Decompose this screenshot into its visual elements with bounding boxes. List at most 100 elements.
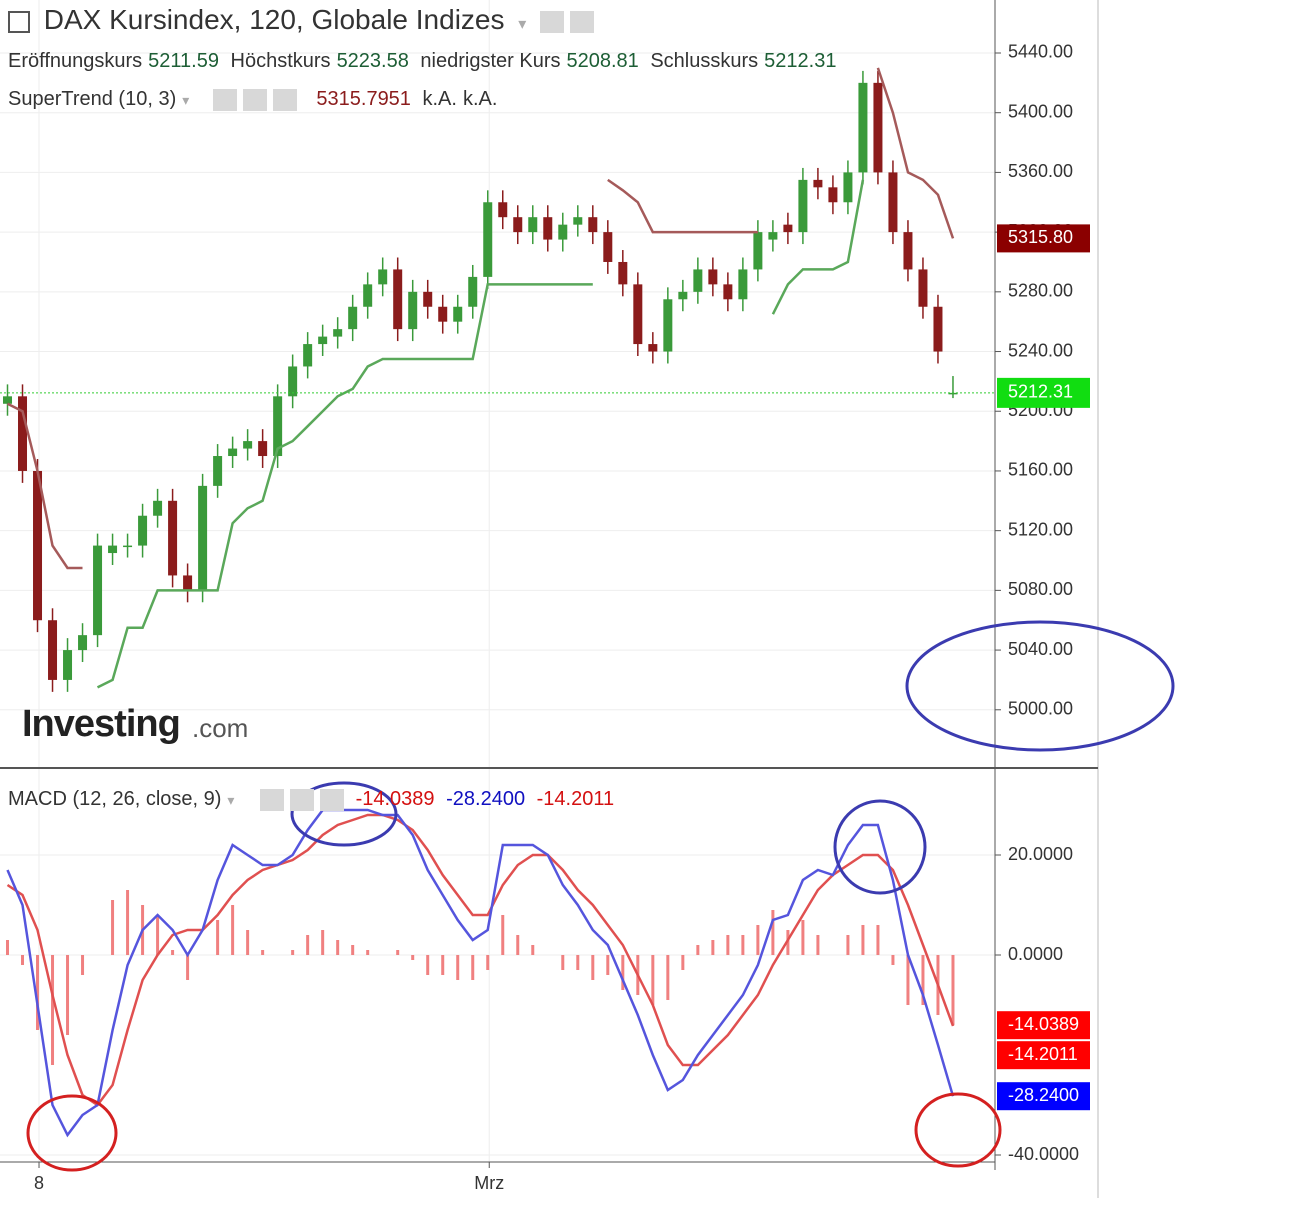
- ohlc-value: 5212.31: [764, 50, 837, 72]
- histogram-bar: [456, 955, 460, 980]
- indicator-name: SuperTrend (10, 3): [8, 88, 177, 110]
- candle-body: [93, 545, 103, 636]
- histogram-bar: [771, 910, 775, 955]
- signal-line: [6, 813, 955, 1107]
- histogram-bar: [846, 935, 850, 955]
- candle-body: [738, 269, 748, 300]
- candle-body: [348, 306, 358, 330]
- close-icon[interactable]: [272, 88, 297, 111]
- y-tick-label: 5360.00: [1008, 161, 1073, 181]
- candle-body: [633, 284, 643, 345]
- histogram-bar: [306, 935, 310, 955]
- candle-body: [123, 545, 133, 548]
- histogram-bar: [516, 935, 520, 955]
- plot-bg: [0, 0, 1098, 1162]
- ohlc-label: Eröffnungskurs: [8, 50, 143, 72]
- value-tag: [997, 1041, 1090, 1070]
- histogram-bar: [906, 955, 910, 1005]
- eye-icon[interactable]: [260, 788, 285, 811]
- candle-body: [138, 515, 148, 546]
- histogram-bar: [591, 955, 595, 980]
- candle-body: [393, 269, 403, 330]
- candle-body: [603, 232, 613, 262]
- annotation-ellipse: [833, 799, 927, 895]
- candle-body: [708, 269, 718, 285]
- candle-body: [798, 179, 808, 233]
- candle-body: [33, 470, 43, 621]
- candle-body: [723, 284, 733, 300]
- supertrend-line: [6, 67, 955, 570]
- histogram-bar: [711, 940, 715, 955]
- gear-icon[interactable]: [570, 10, 595, 33]
- eye-icon[interactable]: [540, 10, 565, 33]
- annotation-ellipse: [290, 781, 398, 847]
- histogram-bar: [21, 955, 25, 965]
- price-tag-label: 5212.31: [1008, 382, 1073, 402]
- histogram-bar: [231, 905, 235, 955]
- candle-body: [288, 366, 298, 397]
- candle-body: [378, 269, 388, 285]
- candle-body: [888, 172, 898, 233]
- candle-body: [693, 269, 703, 292]
- candle-body: [273, 396, 283, 457]
- ohlc-value: 5208.81: [566, 50, 639, 72]
- histogram-bar: [951, 955, 955, 1026]
- candle-body: [213, 456, 223, 486]
- candle-body: [198, 485, 208, 591]
- candle-body: [498, 202, 508, 218]
- indicator-value: -14.2011: [536, 788, 615, 810]
- histogram-bar: [291, 950, 295, 955]
- close-icon[interactable]: [320, 788, 345, 811]
- indicator-value: k.A.: [422, 88, 457, 110]
- histogram-bar: [486, 955, 490, 970]
- value-tag-label: -14.0389: [1008, 1014, 1079, 1034]
- candle-body: [588, 217, 598, 233]
- gear-icon[interactable]: [242, 88, 267, 111]
- histogram-bar: [786, 930, 790, 955]
- candle-body: [828, 187, 838, 203]
- collapse-button[interactable]: [8, 10, 30, 33]
- candle-body: [648, 344, 658, 352]
- y-tick-label: 5440.00: [1008, 42, 1073, 62]
- y-tick-label: 5120.00: [1008, 519, 1073, 539]
- histogram-bar: [6, 940, 10, 955]
- histogram-bar: [651, 955, 655, 1005]
- dropdown[interactable]: ▾: [227, 792, 235, 808]
- candle-body: [333, 329, 343, 337]
- histogram-bar: [51, 955, 55, 1065]
- y-tick-label: 5040.00: [1008, 639, 1073, 659]
- indicator-value: -14.0389: [355, 788, 435, 810]
- candle-body: [153, 500, 163, 516]
- histogram-bar: [681, 955, 685, 970]
- dropdown[interactable]: ▾: [518, 16, 527, 33]
- candle-body: [258, 441, 268, 457]
- ohlc-row: Eröffnungskurs 5211.59 Höchstkurs 5223.58 …: [8, 50, 842, 73]
- candle-body: [918, 269, 928, 307]
- y-tick-label: 0.0000: [1008, 944, 1063, 964]
- dropdown[interactable]: ▾: [182, 92, 190, 108]
- gear-icon[interactable]: [290, 788, 315, 811]
- candle-body: [438, 306, 448, 322]
- value-tag-label: -14.2011: [1008, 1044, 1078, 1064]
- histogram-bar: [111, 900, 115, 955]
- ohlc-value: 5211.59: [148, 50, 219, 72]
- histogram-bar: [741, 935, 745, 955]
- eye-icon[interactable]: [212, 88, 237, 111]
- histogram-bar: [81, 955, 85, 975]
- plot-layer: [0, 0, 995, 1162]
- indicator-value: 5315.7951: [316, 88, 411, 110]
- watermark: .com: [192, 713, 248, 743]
- candle-body: [408, 291, 418, 330]
- histogram-bar: [696, 945, 700, 955]
- histogram-bar: [186, 955, 190, 980]
- ohlc-label: Höchstkurs: [230, 50, 331, 72]
- candle-body: [573, 217, 583, 225]
- candle-body: [858, 82, 868, 173]
- histogram-bar: [666, 955, 670, 1000]
- candle-body: [108, 545, 118, 554]
- watermark: Investing: [22, 703, 180, 745]
- annotation-ellipse: [26, 1094, 118, 1172]
- candle-body: [78, 635, 88, 651]
- histogram-bar: [576, 955, 580, 970]
